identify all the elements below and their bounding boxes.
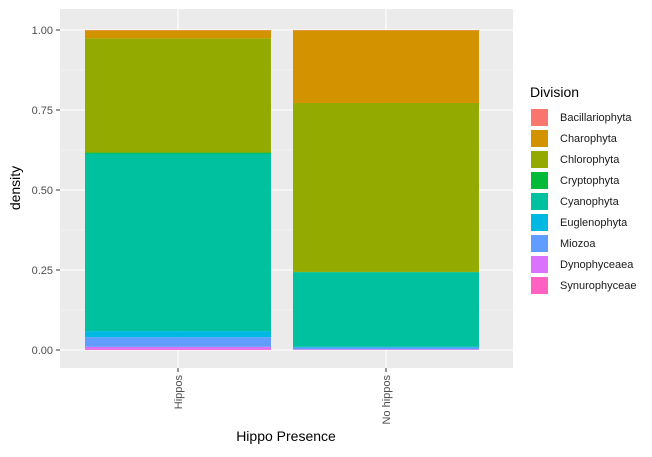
bar-segment <box>293 102 479 272</box>
legend-key <box>531 172 548 189</box>
legend-item: Miozoa <box>531 233 636 254</box>
legend-label: Chlorophyta <box>560 153 620 166</box>
legend-label: Synurophyceae <box>560 279 637 292</box>
bar-segment <box>293 346 479 348</box>
legend-key <box>531 277 548 294</box>
legend-key <box>531 193 548 210</box>
y-tick-label: 0.25 <box>32 265 53 277</box>
x-axis-title: Hippo Presence <box>236 428 336 444</box>
bar-segment <box>85 346 271 350</box>
bar-segment <box>293 272 479 347</box>
legend: Division Bacillariophyta Charophyta Chloro… <box>530 84 636 296</box>
bar-segment <box>293 30 479 103</box>
legend-key <box>531 130 548 147</box>
legend-label: Cryptophyta <box>560 174 620 187</box>
x-tick-label: Hippos <box>173 375 185 410</box>
y-tick-label: 1.00 <box>32 25 53 37</box>
legend-items: Bacillariophyta Charophyta Chlorophyta Cryp… <box>531 107 636 296</box>
bar-segment <box>85 153 271 332</box>
legend-label: Euglenophyta <box>560 216 628 229</box>
bars <box>85 30 479 350</box>
bar-segment <box>85 152 271 154</box>
legend-key <box>531 256 548 273</box>
y-axis: 0.00 0.25 0.50 0.75 1.00 <box>32 25 60 357</box>
legend-label: Dynophyceaea <box>560 258 634 271</box>
legend-item: Chlorophyta <box>531 149 636 170</box>
legend-label: Cyanophyta <box>560 195 619 208</box>
y-tick-label: 0.00 <box>32 345 53 357</box>
legend-item: Euglenophyta <box>531 212 636 233</box>
bar-segment <box>85 38 271 153</box>
y-axis-title: density <box>7 166 23 210</box>
legend-title: Division <box>530 84 580 100</box>
bar-segment <box>293 347 479 350</box>
legend-key <box>531 214 548 231</box>
x-tick-label: No hippos <box>381 375 393 425</box>
legend-item: Synurophyceae <box>531 275 636 296</box>
legend-label: Miozoa <box>560 237 596 250</box>
legend-key <box>531 235 548 252</box>
y-tick-label: 0.50 <box>32 185 53 197</box>
legend-item: Cryptophyta <box>531 170 636 191</box>
legend-label: Charophyta <box>560 132 617 145</box>
bar-segment <box>85 30 271 39</box>
bar-segment <box>85 337 271 347</box>
legend-key <box>531 109 548 126</box>
legend-item: Cyanophyta <box>531 191 636 212</box>
legend-item: Bacillariophyta <box>531 107 636 128</box>
bar-segment <box>85 349 271 350</box>
y-tick-label: 0.75 <box>32 105 53 117</box>
legend-key <box>531 151 548 168</box>
legend-label: Bacillariophyta <box>560 111 632 124</box>
x-axis: Hippos No hippos <box>173 368 393 425</box>
bar-segment <box>85 331 271 338</box>
legend-item: Charophyta <box>531 128 636 149</box>
legend-item: Dynophyceaea <box>531 254 636 275</box>
